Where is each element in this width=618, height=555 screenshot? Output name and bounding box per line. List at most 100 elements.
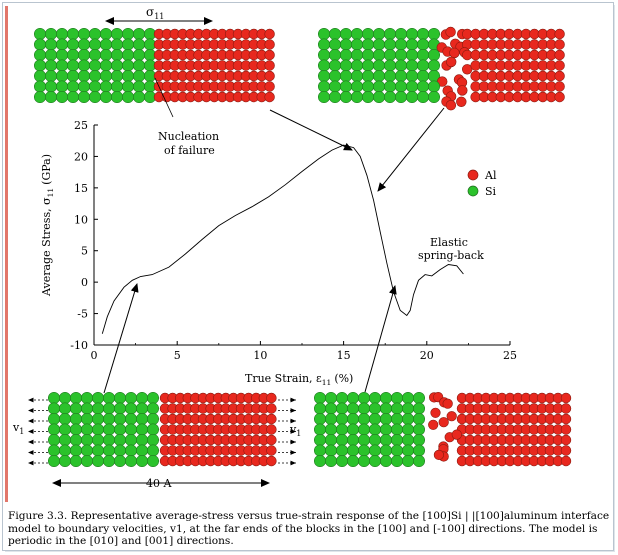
si-atom [350,91,363,104]
si-atom [383,48,396,61]
si-atom [350,27,363,40]
si-atom [67,80,80,93]
al-atom [554,28,565,40]
si-atom [47,444,60,457]
al-atom [554,39,565,50]
al-atom [266,455,277,467]
si-atom [133,48,146,61]
si-atom [317,91,330,104]
si-atom [372,59,385,72]
si-atom [346,454,359,467]
si-atom [350,59,363,72]
si-atom [136,412,149,425]
si-atom [361,27,374,40]
si-atom [317,27,330,40]
si-atom [100,48,113,61]
al-atom [560,455,572,467]
si-atom [346,423,359,436]
si-atom [147,454,160,467]
x-axis-label: True Strain, ε11 (%) [245,372,353,387]
velocity-arrows-left [28,397,48,466]
si-atom [401,412,414,425]
si-atom [390,391,403,404]
x-tick-label: 5 [174,349,181,362]
si-atom [58,412,71,425]
si-atom [357,423,370,436]
si-atom [136,391,149,404]
al-atom [554,91,565,103]
si-atom [357,433,370,446]
si-atom [70,402,83,415]
al-atom [449,47,460,59]
si-atom [335,412,348,425]
si-atom [44,38,57,51]
si-atom [81,444,94,457]
si-atom [47,454,60,467]
si-atom [67,48,80,61]
si-atom [78,38,91,51]
si-atom [70,454,83,467]
si-atom [114,412,127,425]
si-atom [416,38,429,51]
si-atom [405,48,418,61]
si-atom [390,402,403,415]
si-atom [55,91,68,104]
si-atom [114,444,127,457]
si-atom [339,59,352,72]
si-atom [357,391,370,404]
al-atom [560,424,572,435]
si-atom [133,70,146,83]
si-atom [335,423,348,436]
si-atom [412,402,425,415]
si-atom [412,412,425,425]
elastic-label-line2: spring-back [418,249,484,262]
si-atom [361,91,374,104]
si-atom [368,444,381,457]
si-atom [70,423,83,436]
si-atom [328,91,341,104]
si-atom [339,80,352,93]
si-atom [67,70,80,83]
al-atom [266,424,277,435]
si-atom [33,48,46,61]
al-atom [264,39,275,50]
si-atom [47,423,60,436]
si-atom [55,38,68,51]
y-tick-label: 0 [81,276,88,289]
si-atom [427,48,440,61]
si-atom [379,412,392,425]
si-atom [412,454,425,467]
si-atom [44,27,57,40]
si-atom [405,27,418,40]
si-atom [67,27,80,40]
legend-si-label: Si [485,185,497,198]
si-atom [122,91,135,104]
si-atom [92,423,105,436]
si-atom [122,27,135,40]
si-atom [335,391,348,404]
al-atom [560,413,572,425]
si-atom [317,70,330,83]
y-axis-label: Average Stress, σ11(GPa) [40,154,55,297]
si-atom [122,59,135,72]
al-atom [264,28,275,40]
x-tick-label: 25 [503,349,517,362]
al-atom [457,85,468,96]
si-atom [401,454,414,467]
si-atom [136,433,149,446]
si-atom [350,48,363,61]
x-tick-label: 10 [253,349,267,362]
v1-label-left: v1 [12,421,24,436]
si-atom [346,412,359,425]
si-atom [55,48,68,61]
si-atom [379,433,392,446]
si-atom [324,454,337,467]
si-atom [383,91,396,104]
si-atom [346,433,359,446]
si-atom [147,402,160,415]
nucleation-pointer [154,77,174,118]
si-atom [350,38,363,51]
si-atom [89,48,102,61]
si-atom [324,391,337,404]
si-atom [125,444,138,457]
